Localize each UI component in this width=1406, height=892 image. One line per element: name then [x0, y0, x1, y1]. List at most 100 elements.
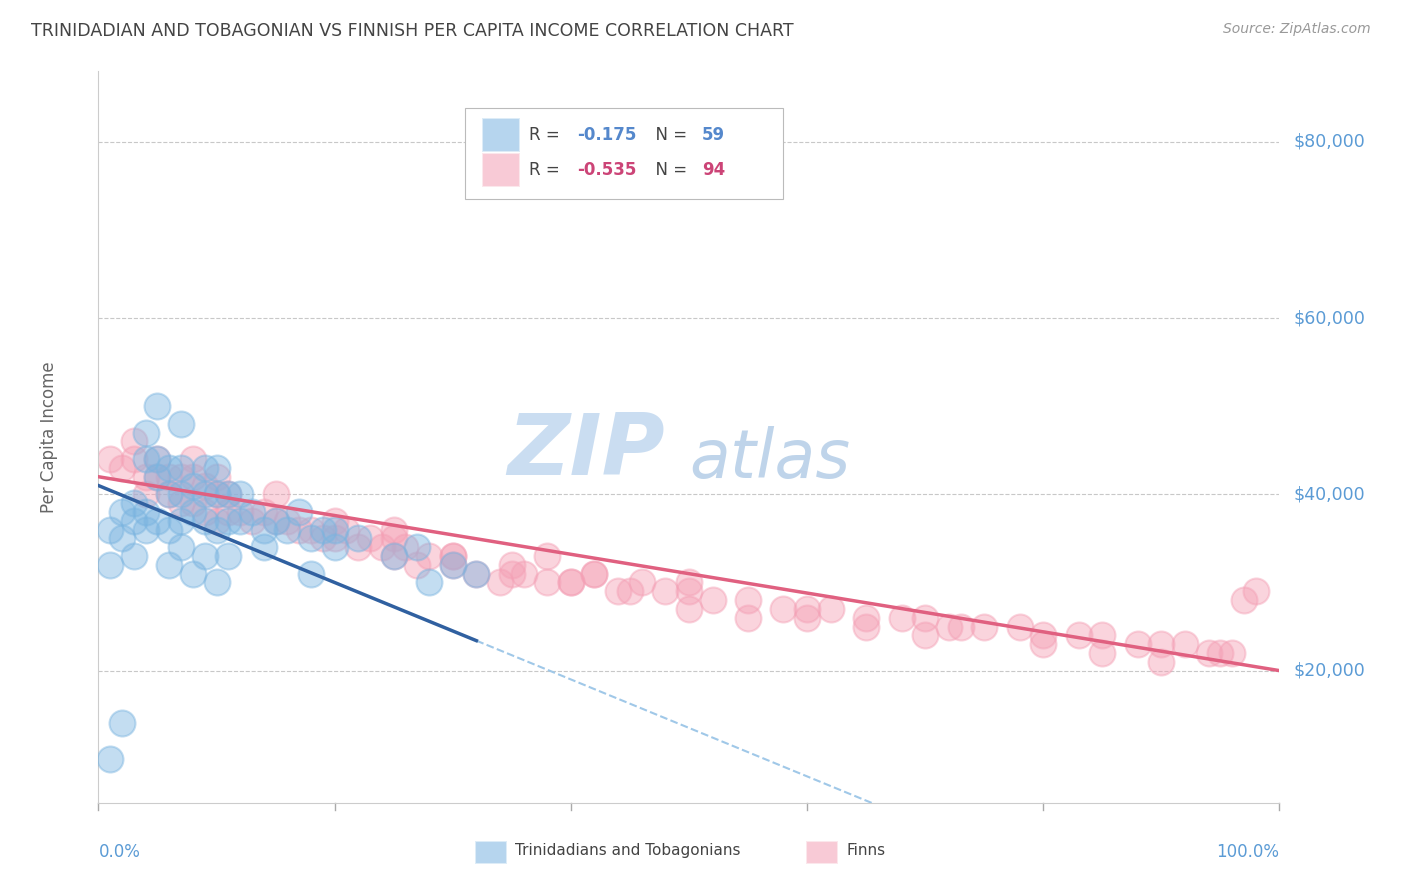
Point: [501, 566, 523, 581]
Point: [323, 532, 346, 546]
Point: [288, 523, 311, 537]
Point: [914, 628, 936, 642]
Point: [394, 540, 416, 554]
Point: [146, 399, 169, 413]
Text: 59: 59: [702, 126, 725, 144]
Text: 100.0%: 100.0%: [1216, 843, 1279, 861]
Text: TRINIDADIAN AND TOBAGONIAN VS FINNISH PER CAPITA INCOME CORRELATION CHART: TRINIDADIAN AND TOBAGONIAN VS FINNISH PE…: [31, 22, 793, 40]
Point: [205, 487, 228, 501]
Point: [170, 469, 193, 483]
Point: [382, 549, 405, 563]
Point: [146, 514, 169, 528]
Point: [382, 523, 405, 537]
Point: [820, 602, 842, 616]
Point: [135, 505, 157, 519]
Point: [146, 469, 169, 483]
Point: [560, 575, 582, 590]
Point: [441, 549, 464, 563]
Point: [135, 425, 157, 440]
Point: [299, 523, 322, 537]
Point: [323, 514, 346, 528]
Text: atlas: atlas: [689, 426, 851, 492]
Point: [181, 496, 204, 510]
Point: [560, 575, 582, 590]
Point: [181, 505, 204, 519]
Point: [501, 558, 523, 572]
Point: [312, 532, 335, 546]
Point: [1220, 646, 1243, 660]
Point: [441, 558, 464, 572]
Point: [146, 452, 169, 467]
Point: [1032, 628, 1054, 642]
Text: ZIP: ZIP: [508, 410, 665, 493]
Point: [111, 505, 134, 519]
FancyBboxPatch shape: [482, 118, 520, 152]
Point: [157, 487, 180, 501]
Point: [441, 549, 464, 563]
Point: [194, 505, 217, 519]
Point: [796, 611, 818, 625]
Point: [240, 514, 263, 528]
Point: [299, 532, 322, 546]
Point: [146, 452, 169, 467]
Point: [347, 540, 370, 554]
Point: [465, 566, 488, 581]
Point: [299, 566, 322, 581]
Point: [536, 575, 558, 590]
Point: [111, 716, 134, 731]
Point: [229, 514, 252, 528]
Text: N =: N =: [645, 161, 693, 179]
Point: [253, 523, 276, 537]
Point: [194, 549, 217, 563]
Point: [98, 752, 121, 766]
Point: [170, 487, 193, 501]
Point: [772, 602, 794, 616]
Point: [288, 505, 311, 519]
Point: [194, 514, 217, 528]
Text: 94: 94: [702, 161, 725, 179]
Text: Source: ZipAtlas.com: Source: ZipAtlas.com: [1223, 22, 1371, 37]
Point: [194, 461, 217, 475]
Point: [205, 575, 228, 590]
Point: [323, 540, 346, 554]
Point: [240, 505, 263, 519]
Text: $20,000: $20,000: [1294, 662, 1365, 680]
Point: [737, 593, 759, 607]
Point: [205, 461, 228, 475]
Point: [264, 514, 287, 528]
Point: [619, 584, 641, 599]
FancyBboxPatch shape: [482, 153, 520, 187]
Point: [135, 452, 157, 467]
Point: [583, 566, 606, 581]
Text: Per Capita Income: Per Capita Income: [39, 361, 58, 513]
Text: R =: R =: [530, 126, 565, 144]
Point: [135, 487, 157, 501]
Point: [678, 584, 700, 599]
Point: [1233, 593, 1256, 607]
Point: [181, 469, 204, 483]
Point: [122, 496, 145, 510]
Point: [157, 487, 180, 501]
Point: [938, 619, 960, 633]
Point: [217, 514, 239, 528]
Point: [135, 523, 157, 537]
Point: [630, 575, 652, 590]
Point: [678, 575, 700, 590]
Point: [217, 549, 239, 563]
Point: [973, 619, 995, 633]
Point: [98, 558, 121, 572]
Point: [1150, 655, 1173, 669]
Point: [157, 558, 180, 572]
Point: [170, 461, 193, 475]
Point: [654, 584, 676, 599]
Point: [1008, 619, 1031, 633]
Point: [217, 487, 239, 501]
Point: [347, 532, 370, 546]
Point: [122, 514, 145, 528]
Point: [157, 469, 180, 483]
Point: [418, 575, 440, 590]
Point: [181, 478, 204, 492]
Text: $40,000: $40,000: [1294, 485, 1365, 503]
Point: [949, 619, 972, 633]
Point: [253, 540, 276, 554]
